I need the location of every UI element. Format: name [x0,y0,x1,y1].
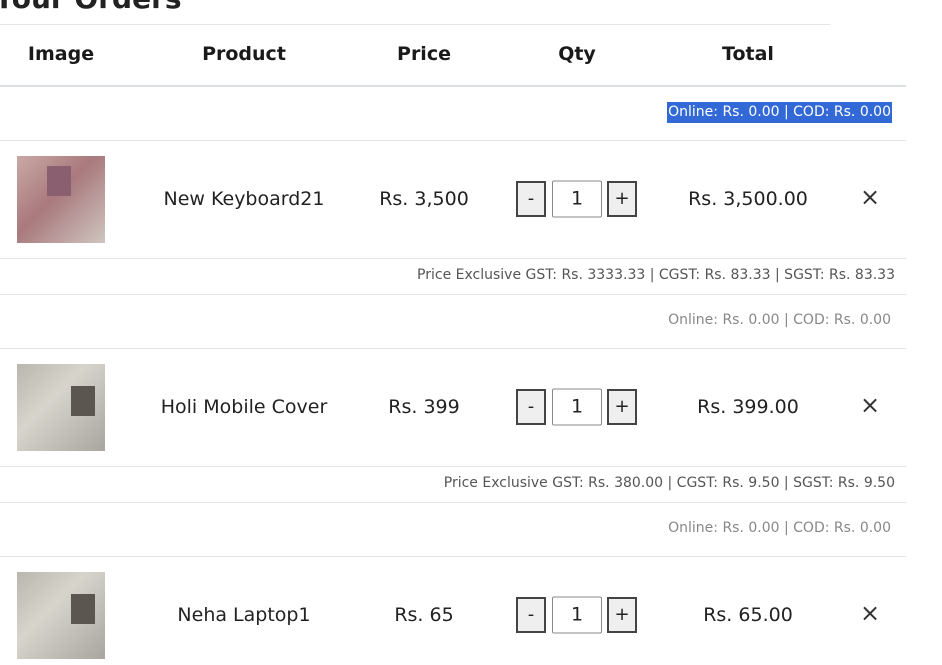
product-image [17,364,105,451]
qty-decrease-button[interactable]: - [516,181,546,217]
product-name[interactable]: New Keyboard21 [163,188,325,210]
payment-summary: Online: Rs. 0.00 | COD: Rs. 0.00 [668,520,891,536]
divider [0,140,906,141]
divider [0,85,906,87]
header-image: Image [27,43,95,65]
qty-decrease-button[interactable]: - [516,389,546,425]
remove-icon[interactable]: × [860,599,881,627]
divider [0,24,830,25]
qty-input[interactable]: 1 [552,180,602,218]
product-price: Rs. 65 [394,604,454,626]
gst-breakdown: Price Exclusive GST: Rs. 3333.33 | CGST:… [417,267,895,283]
payment-summary: Online: Rs. 0.00 | COD: Rs. 0.00 [668,312,891,328]
page-title: Your Orders [0,0,182,15]
product-name[interactable]: Neha Laptop1 [177,604,311,626]
remove-icon[interactable]: × [860,183,881,211]
qty-input[interactable]: 1 [552,596,602,634]
divider [0,258,906,259]
payment-summary: Online: Rs. 0.00 | COD: Rs. 0.00 [667,102,892,123]
divider [0,466,906,467]
header-total: Total [722,43,774,65]
qty-increase-button[interactable]: + [607,181,637,217]
product-total: Rs. 399.00 [697,396,799,418]
header-price: Price [397,43,451,65]
header-qty: Qty [558,43,596,65]
divider [0,502,906,503]
gst-breakdown: Price Exclusive GST: Rs. 380.00 | CGST: … [443,475,895,491]
product-price: Rs. 3,500 [379,188,469,210]
qty-input[interactable]: 1 [552,388,602,426]
product-price: Rs. 399 [388,396,460,418]
product-total: Rs. 3,500.00 [688,188,808,210]
qty-decrease-button[interactable]: - [516,597,546,633]
divider [0,556,906,557]
product-name[interactable]: Holi Mobile Cover [160,396,328,418]
header-product: Product [202,43,286,65]
product-total: Rs. 65.00 [703,604,793,626]
qty-increase-button[interactable]: + [607,389,637,425]
divider [0,294,906,295]
qty-increase-button[interactable]: + [607,597,637,633]
divider [0,348,906,349]
remove-icon[interactable]: × [860,391,881,419]
product-image [17,156,105,243]
product-image [17,572,105,659]
